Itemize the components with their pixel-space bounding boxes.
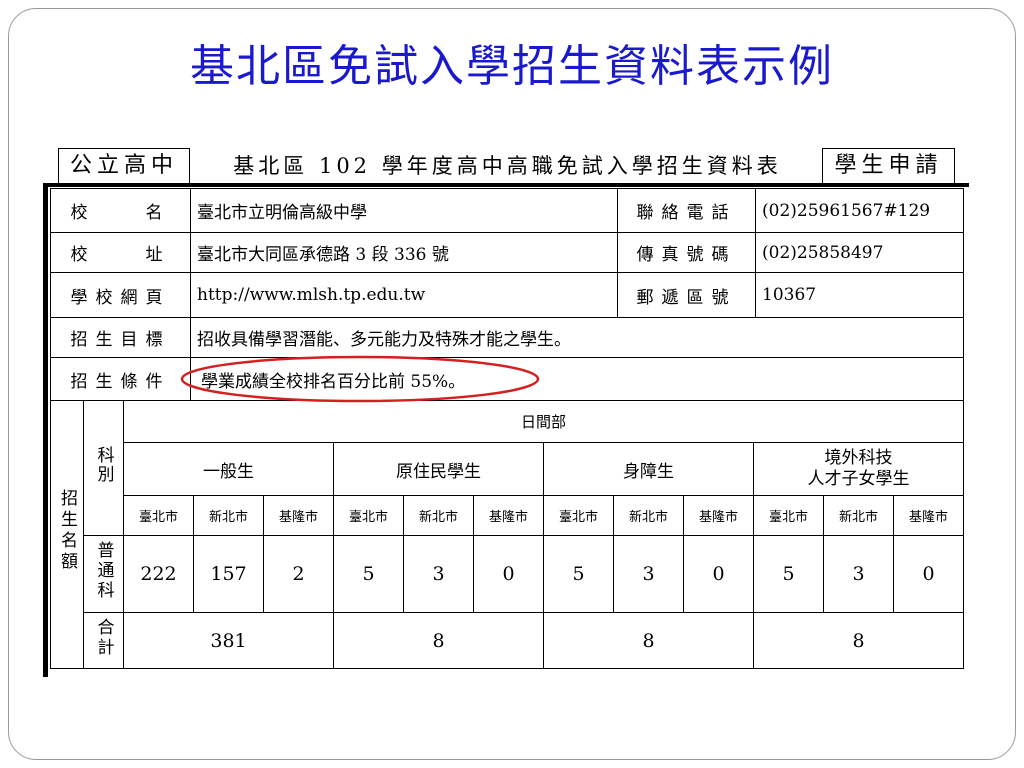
city-header: 臺北市 — [753, 495, 824, 536]
quota-label: 招生名額 — [50, 400, 84, 669]
slide-title: 基北區免試入學招生資料表示例 — [190, 41, 834, 92]
zip-label: 郵遞區號 — [617, 272, 756, 318]
quota-value: 3 — [823, 535, 894, 613]
quota-value: 2 — [263, 535, 334, 613]
quota-value: 0 — [473, 535, 544, 613]
total-value: 8 — [752, 612, 965, 669]
total-value: 8 — [543, 612, 754, 669]
condition-label: 招生條件 — [50, 357, 191, 401]
dept-label: 科別 — [83, 400, 124, 536]
condition: 學業成績全校排名百分比前 55%。 — [190, 357, 964, 401]
city-header: 新北市 — [823, 495, 894, 536]
fax-label: 傳真號碼 — [617, 232, 756, 273]
group-overseas-talent: 境外科技 人才子女學生 — [752, 442, 965, 496]
group-general: 一般生 — [123, 442, 334, 496]
city-header: 新北市 — [613, 495, 684, 536]
quota-value: 5 — [333, 535, 404, 613]
phone: (02)25961567#129 — [755, 188, 964, 233]
quota-value: 0 — [683, 535, 754, 613]
address-label: 校 址 — [50, 232, 191, 273]
quota-value: 157 — [193, 535, 264, 613]
program-label: 普通科 — [83, 535, 124, 613]
quota-value: 3 — [613, 535, 684, 613]
website: http://www.mlsh.tp.edu.tw — [190, 272, 618, 318]
quota-value: 3 — [403, 535, 474, 613]
goal: 招收具備學習潛能、多元能力及特殊才能之學生。 — [190, 317, 964, 358]
school-name: 臺北市立明倫高級中學 — [190, 188, 618, 233]
school-info-table: 校 名臺北市立明倫高級中學 聯絡電話 (02)25961567#129 校 址臺北市… — [50, 188, 964, 401]
city-header: 基隆市 — [892, 495, 965, 536]
highlight-ellipse — [180, 355, 540, 403]
quota-value: 5 — [543, 535, 614, 613]
website-label: 學校網頁 — [50, 272, 191, 318]
division-header: 日間部 — [122, 400, 965, 443]
city-header: 新北市 — [193, 495, 264, 536]
total-label: 合計 — [83, 612, 124, 669]
phone-label: 聯絡電話 — [617, 188, 756, 233]
city-header: 臺北市 — [123, 495, 194, 536]
quota-value: 5 — [753, 535, 824, 613]
goal-label: 招生目標 — [50, 317, 191, 358]
slide-frame — [8, 8, 1016, 760]
quota-value: 0 — [892, 535, 965, 613]
group-disabled: 身障生 — [543, 442, 754, 496]
group-indigenous: 原住民學生 — [333, 442, 544, 496]
form-title: 基北區 102 學年度高中高職免試入學招生資料表 — [233, 154, 782, 178]
form-frame — [43, 183, 969, 677]
city-header: 新北市 — [403, 495, 474, 536]
quota-table: 招生名額 科別 日間部 一般生 原住民學生 身障生 境外科技 人才子女學生 臺北市… — [50, 400, 965, 669]
